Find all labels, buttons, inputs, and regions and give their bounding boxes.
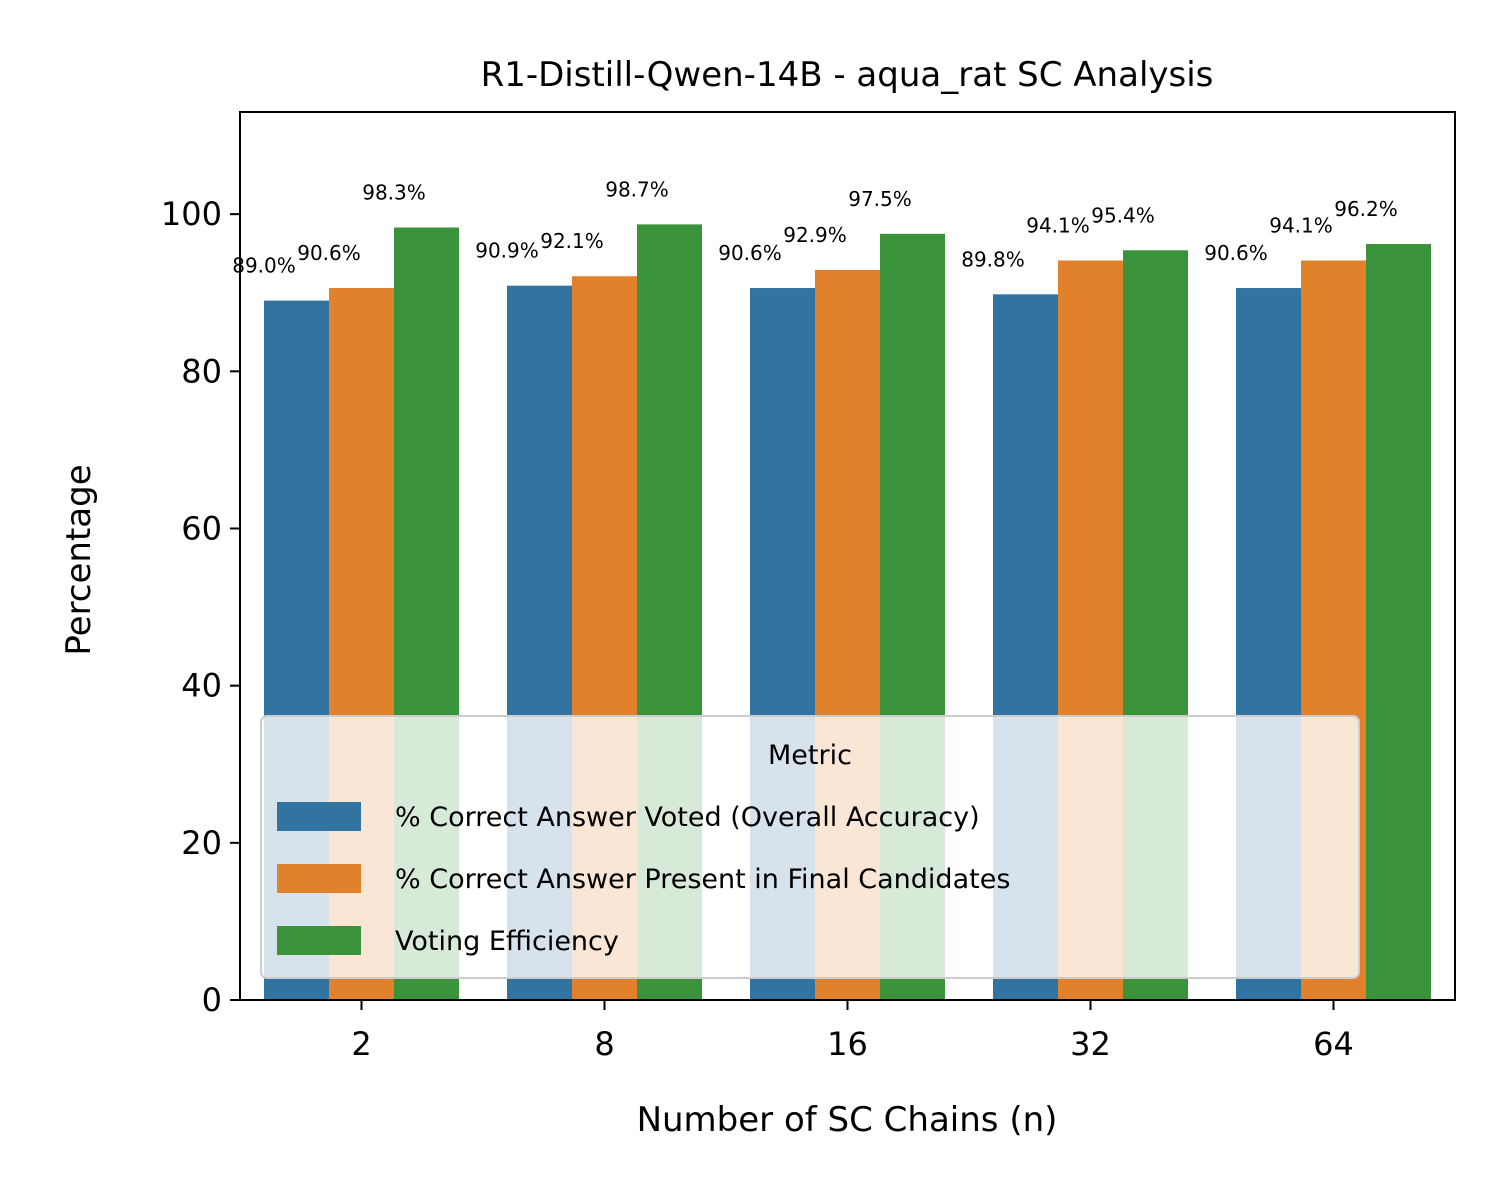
data-label-series-1-cat-2: 90.6% bbox=[297, 241, 361, 265]
y-tick-label: 60 bbox=[181, 509, 222, 547]
y-axis-label: Percentage bbox=[59, 464, 99, 655]
legend-swatch-2 bbox=[277, 926, 361, 955]
data-label-series-0-cat-8: 90.9% bbox=[475, 239, 539, 263]
data-label-series-2-cat-32: 95.4% bbox=[1091, 203, 1155, 227]
legend-swatch-1 bbox=[277, 864, 361, 893]
x-tick-label: 16 bbox=[827, 1025, 868, 1063]
data-label-series-1-cat-32: 94.1% bbox=[1026, 214, 1090, 238]
chart-title: R1-Distill-Qwen-14B - aqua_rat SC Analys… bbox=[481, 55, 1214, 95]
y-tick-label: 20 bbox=[181, 824, 222, 862]
data-label-series-1-cat-64: 94.1% bbox=[1269, 214, 1333, 238]
data-label-series-1-cat-8: 92.1% bbox=[540, 229, 604, 253]
legend-box bbox=[260, 715, 1360, 979]
legend-label-2: Voting Efficiency bbox=[395, 926, 619, 957]
data-label-series-0-cat-16: 90.6% bbox=[718, 241, 782, 265]
legend-label-1: % Correct Answer Present in Final Candid… bbox=[395, 864, 1010, 895]
data-label-series-1-cat-16: 92.9% bbox=[783, 223, 847, 247]
data-label-series-2-cat-2: 98.3% bbox=[362, 181, 426, 205]
data-label-series-2-cat-64: 96.2% bbox=[1334, 197, 1398, 221]
x-tick-label: 2 bbox=[351, 1025, 371, 1063]
x-tick-label: 64 bbox=[1313, 1025, 1354, 1063]
legend-label-0: % Correct Answer Voted (Overall Accuracy… bbox=[395, 802, 980, 833]
y-tick-label: 40 bbox=[181, 667, 222, 705]
y-axis: 0 20 40 60 80 100 bbox=[161, 195, 240, 1019]
y-tick-label: 0 bbox=[202, 981, 222, 1019]
data-label-series-2-cat-8: 98.7% bbox=[605, 177, 669, 201]
legend-title: Metric bbox=[768, 740, 852, 771]
data-labels-layer: 89.0%90.6%98.3%90.9% 92.1%98.7%90.6%92.9%… bbox=[232, 177, 1398, 277]
bar-series-2-cat-64 bbox=[1366, 244, 1431, 1000]
legend-swatch-0 bbox=[277, 802, 361, 831]
data-label-series-2-cat-16: 97.5% bbox=[848, 187, 912, 211]
data-label-series-0-cat-2: 89.0% bbox=[232, 254, 296, 278]
x-axis-label: Number of SC Chains (n) bbox=[637, 1100, 1058, 1140]
y-tick-label: 80 bbox=[181, 352, 222, 390]
data-label-series-0-cat-64: 90.6% bbox=[1204, 241, 1268, 265]
x-tick-label: 8 bbox=[594, 1025, 614, 1063]
y-tick-label: 100 bbox=[161, 195, 222, 233]
data-label-series-0-cat-32: 89.8% bbox=[961, 247, 1025, 271]
legend: Metric % Correct Answer Voted (Overall Ac… bbox=[260, 715, 1360, 979]
x-tick-label: 32 bbox=[1070, 1025, 1111, 1063]
x-axis: 2 8 16 32 64 bbox=[351, 1000, 1354, 1063]
